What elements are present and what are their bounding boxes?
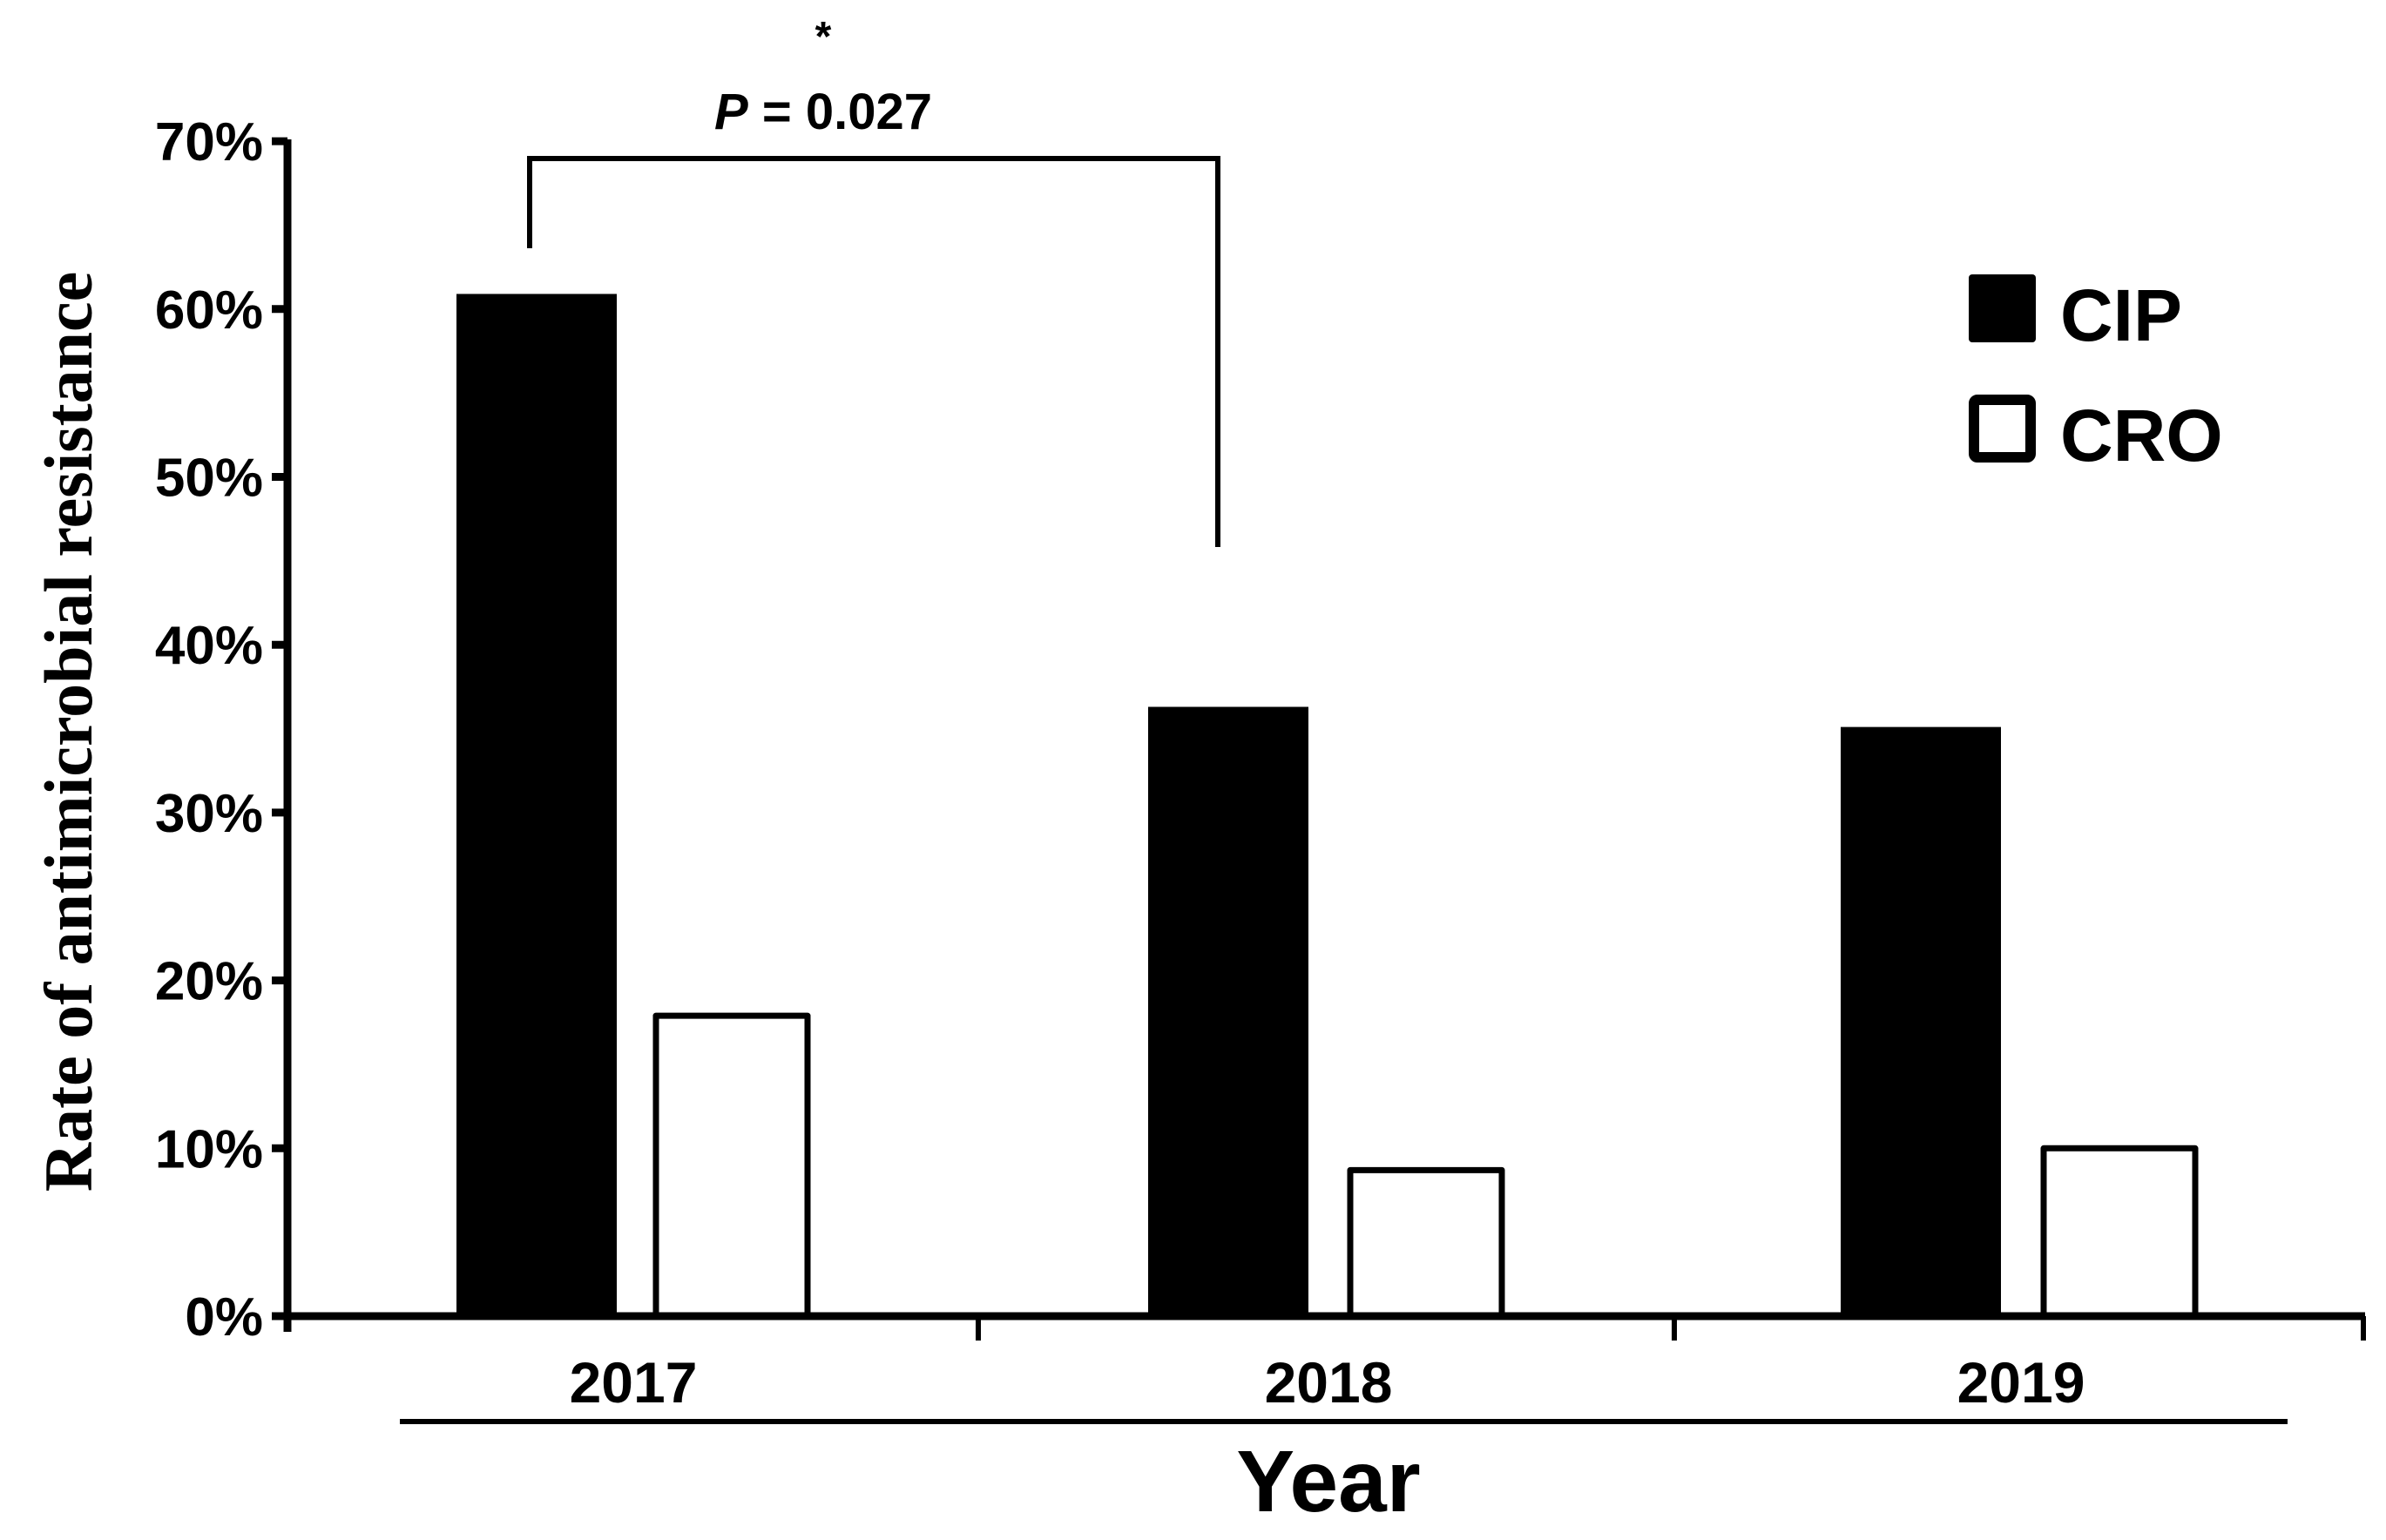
y-tick-label: 10% xyxy=(155,1119,263,1179)
bar-cip-2019 xyxy=(1841,726,2001,1316)
p-value-label: P = 0.027 xyxy=(714,84,932,140)
y-axis: 0% 10% 20% 30% 40% 50% 60% 70% xyxy=(155,112,292,1348)
bar-cro-2018 xyxy=(1347,1166,1505,1320)
y-tick-label: 20% xyxy=(155,952,263,1012)
x-tick-label-2017: 2017 xyxy=(570,1350,698,1415)
y-tick-label: 60% xyxy=(155,280,263,341)
significance-star: * xyxy=(815,14,832,60)
bar-cro-2019 xyxy=(2040,1145,2199,1320)
x-tick-label-2018: 2018 xyxy=(1265,1350,1393,1415)
p-italic: P xyxy=(714,84,748,140)
bar-cip-2018 xyxy=(1148,706,1308,1316)
y-tick-label: 70% xyxy=(155,112,263,172)
y-tick-label: 30% xyxy=(155,784,263,844)
bar-cro-2017 xyxy=(652,1012,811,1320)
p-rest: = 0.027 xyxy=(748,84,932,140)
y-tick-label: 0% xyxy=(185,1287,263,1348)
bars xyxy=(456,294,2199,1320)
legend-label-cip: CIP xyxy=(2060,274,2182,356)
x-axis-title: Year xyxy=(1236,1433,1420,1530)
y-tick-label: 40% xyxy=(155,616,263,676)
legend-label-cro: CRO xyxy=(2060,395,2223,476)
legend-swatch-cro xyxy=(1969,395,2036,463)
bar-cip-2017 xyxy=(456,294,617,1316)
legend: CIP CRO xyxy=(1969,274,2223,476)
x-axis: 2017 2018 2019 xyxy=(272,1312,2366,1415)
legend-swatch-cip xyxy=(1969,274,2036,342)
significance-bracket: * P = 0.027 xyxy=(527,14,1220,547)
x-tick-label-2019: 2019 xyxy=(1957,1350,2085,1415)
y-axis-title: Rate of antimicrobial resistance xyxy=(30,272,106,1192)
y-tick-label: 50% xyxy=(155,449,263,509)
